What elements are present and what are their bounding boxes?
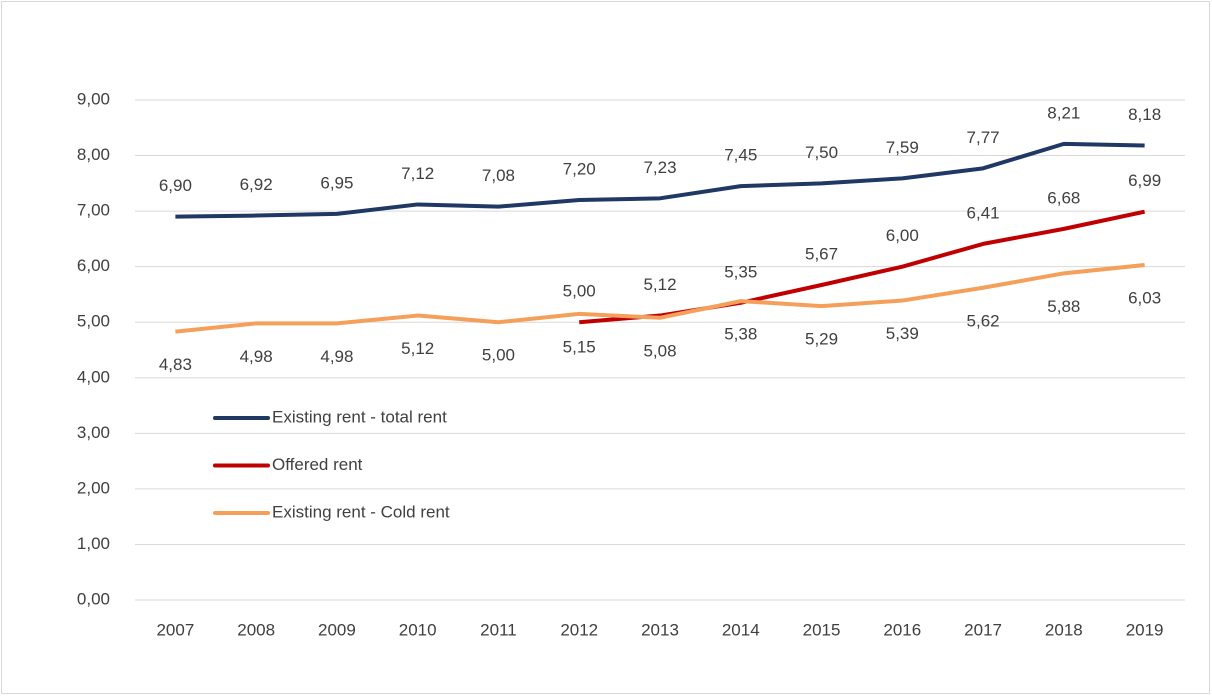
data-label: 7,20 xyxy=(563,159,596,178)
data-label: 7,12 xyxy=(401,164,434,183)
x-tick-label: 2013 xyxy=(641,620,679,639)
y-tick-label: 9,00 xyxy=(77,89,110,108)
data-label: 5,12 xyxy=(401,339,434,358)
x-tick-label: 2012 xyxy=(560,620,598,639)
data-label: 5,38 xyxy=(724,325,757,344)
series-line xyxy=(175,263,1145,334)
y-tick-label: 7,00 xyxy=(77,201,110,220)
data-label: 7,77 xyxy=(967,128,1000,147)
legend-label: Existing rent - total rent xyxy=(272,407,447,426)
data-label: 5,08 xyxy=(643,341,676,360)
data-label: 5,00 xyxy=(563,282,596,301)
y-tick-label: 2,00 xyxy=(77,478,110,497)
legend-label: Offered rent xyxy=(272,455,363,474)
x-tick-label: 2018 xyxy=(1045,620,1083,639)
y-tick-label: 6,00 xyxy=(77,256,110,275)
y-tick-label: 0,00 xyxy=(77,589,110,608)
data-label: 8,21 xyxy=(1047,103,1080,122)
x-tick-label: 2009 xyxy=(318,620,356,639)
data-label: 7,45 xyxy=(724,146,757,165)
data-label: 5,39 xyxy=(886,324,919,343)
data-label: 6,68 xyxy=(1047,188,1080,207)
x-tick-label: 2007 xyxy=(156,620,194,639)
data-label: 7,23 xyxy=(643,158,676,177)
data-label: 7,59 xyxy=(886,138,919,157)
data-label: 4,98 xyxy=(320,347,353,366)
data-label: 6,03 xyxy=(1128,288,1161,307)
legend-label: Existing rent - Cold rent xyxy=(272,502,450,521)
data-label: 6,00 xyxy=(886,226,919,245)
data-label: 6,95 xyxy=(320,173,353,192)
data-label: 7,08 xyxy=(482,166,515,185)
y-tick-label: 3,00 xyxy=(77,423,110,442)
y-tick-label: 8,00 xyxy=(77,145,110,164)
y-tick-label: 1,00 xyxy=(77,534,110,553)
data-label: 6,90 xyxy=(159,176,192,195)
data-label: 5,88 xyxy=(1047,297,1080,316)
x-tick-label: 2016 xyxy=(883,620,921,639)
data-label: 4,83 xyxy=(159,355,192,374)
x-tick-label: 2017 xyxy=(964,620,1002,639)
data-label: 5,12 xyxy=(643,275,676,294)
data-label: 5,35 xyxy=(724,262,757,281)
x-tick-label: 2011 xyxy=(480,620,517,639)
data-label: 5,62 xyxy=(967,311,1000,330)
y-tick-label: 4,00 xyxy=(77,367,110,386)
data-label: 5,67 xyxy=(805,244,838,263)
data-label: 5,00 xyxy=(482,346,515,365)
data-label: 8,18 xyxy=(1128,105,1161,124)
data-label: 6,92 xyxy=(240,175,273,194)
data-label: 6,99 xyxy=(1128,171,1161,190)
x-tick-label: 2019 xyxy=(1126,620,1164,639)
data-label: 6,41 xyxy=(967,203,1000,222)
x-tick-label: 2010 xyxy=(399,620,437,639)
data-label: 5,15 xyxy=(563,337,596,356)
series-line xyxy=(175,141,1145,219)
y-tick-label: 5,00 xyxy=(77,312,110,331)
x-tick-label: 2008 xyxy=(237,620,275,639)
data-label: 7,50 xyxy=(805,143,838,162)
data-label: 4,98 xyxy=(240,347,273,366)
x-tick-label: 2015 xyxy=(803,620,841,639)
data-label: 5,29 xyxy=(805,330,838,349)
x-tick-label: 2014 xyxy=(722,620,760,639)
